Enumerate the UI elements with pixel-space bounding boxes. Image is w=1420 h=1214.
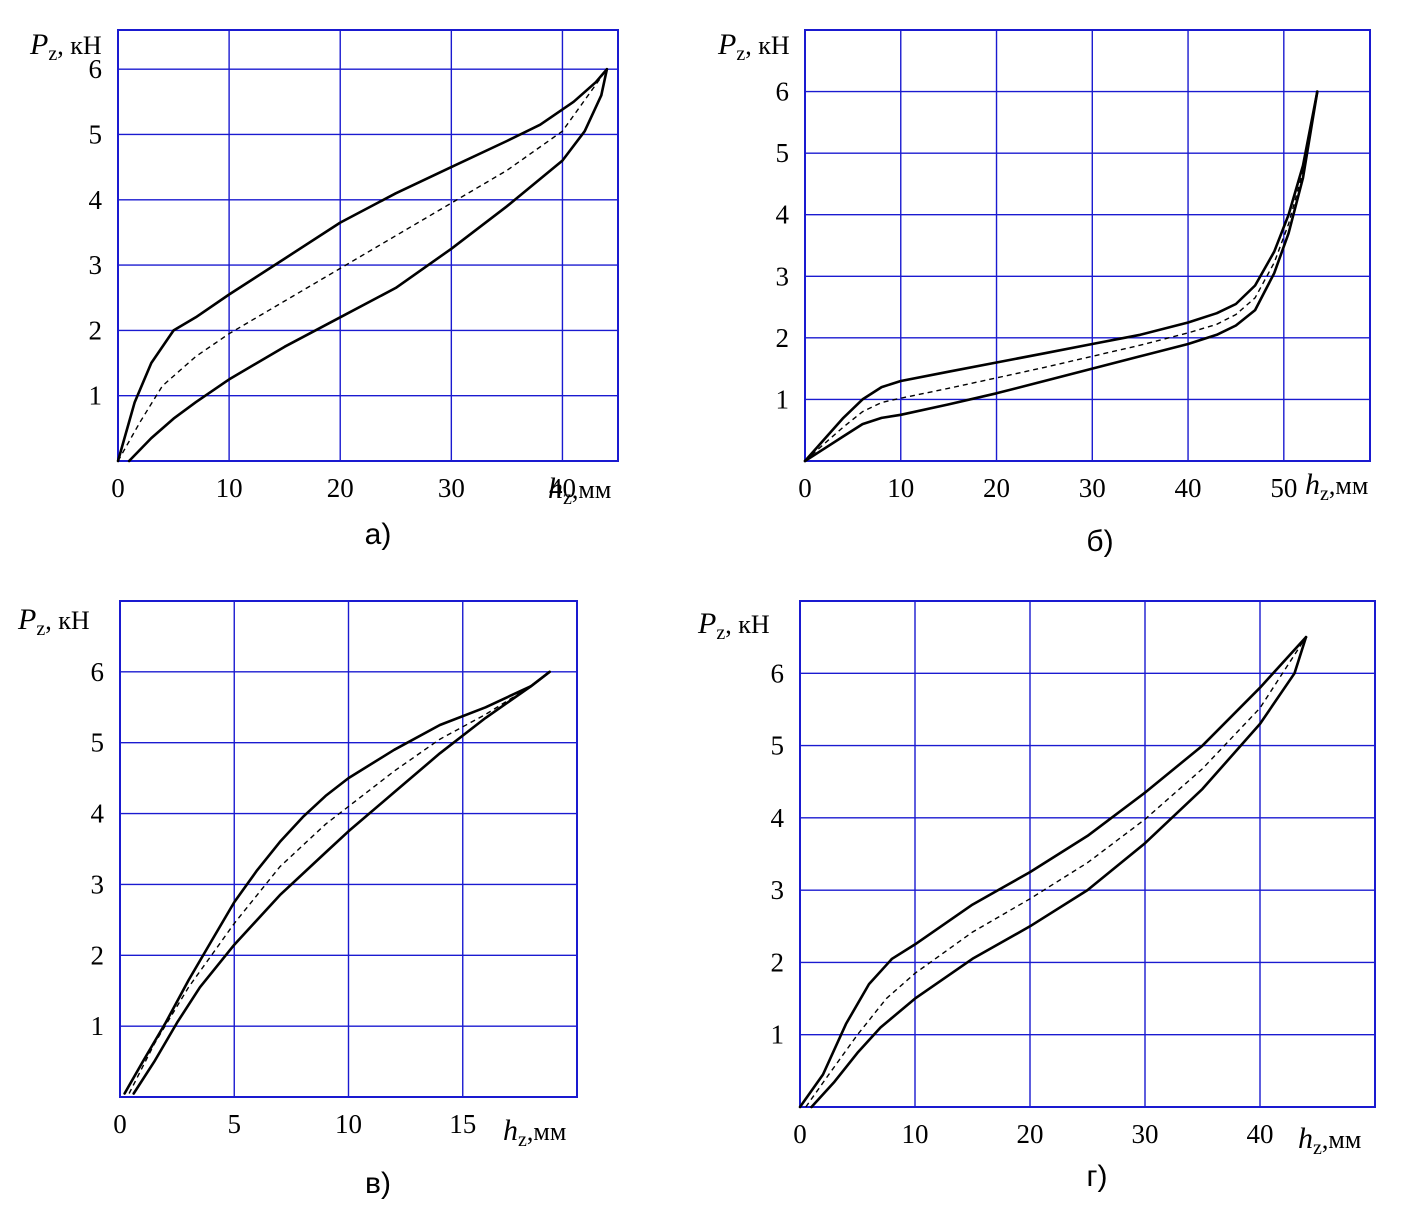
x-tick-label: 20: [1017, 1119, 1044, 1149]
y-tick-label: 1: [771, 1020, 785, 1050]
x-tick-label: 30: [1079, 473, 1106, 503]
x-tick-label: 0: [793, 1119, 807, 1149]
y-tick-label: 6: [91, 657, 105, 687]
plot-frame: [804, 29, 1371, 462]
x-tick-label: 40: [549, 473, 576, 503]
panel-caption: г): [1087, 1160, 1108, 1193]
y-tick-label: 5: [91, 728, 105, 758]
x-tick-label: 40: [1175, 473, 1202, 503]
panel-caption: в): [365, 1167, 391, 1200]
series-line-3: [804, 91, 1318, 462]
y-tick-label: 6: [89, 54, 103, 84]
x-tick-label: 10: [902, 1119, 929, 1149]
y-tick-label: 1: [776, 384, 790, 414]
plot-frame: [117, 29, 619, 462]
y-tick-label: 5: [771, 731, 785, 761]
x-tick-label: 10: [216, 473, 243, 503]
series-line-2: [127, 67, 609, 463]
x-axis-label: hz,мм: [548, 472, 611, 509]
y-axis-label: Pz, кН: [29, 28, 102, 65]
chart-panel-4: 0 10 20 30 40 1 2 3 4 5 6Pz, кН hz,мм г): [697, 600, 1376, 1193]
y-tick-label: 5: [776, 138, 790, 168]
chart-panel-3: 0 5 10 15 1 2 3 4 5 6Pz, кН hz,мм в): [17, 600, 578, 1200]
series-line-3: [117, 68, 608, 462]
y-tick-label: 4: [771, 803, 785, 833]
y-axis-label: Pz, кН: [697, 607, 770, 644]
y-axis-label: Pz, кН: [717, 28, 790, 65]
x-tick-label: 15: [449, 1109, 476, 1139]
x-tick-label: 20: [327, 473, 354, 503]
series-line-3: [805, 636, 1307, 1108]
y-tick-label: 1: [89, 381, 103, 411]
plot-frame: [799, 600, 1376, 1108]
x-tick-label: 50: [1270, 473, 1297, 503]
y-tick-label: 1: [91, 1011, 105, 1041]
y-tick-label: 4: [776, 200, 790, 230]
y-tick-label: 3: [89, 250, 103, 280]
y-tick-label: 2: [776, 323, 790, 353]
x-tick-label: 5: [228, 1109, 242, 1139]
y-tick-label: 4: [91, 799, 105, 829]
x-tick-label: 30: [438, 473, 465, 503]
x-tick-label: 10: [335, 1109, 362, 1139]
x-tick-label: 20: [983, 473, 1010, 503]
y-tick-label: 2: [91, 940, 105, 970]
y-tick-label: 5: [89, 119, 103, 149]
y-axis-label: Pz, кН: [17, 603, 90, 640]
series-line-1: [798, 635, 1308, 1109]
x-tick-label: 0: [798, 473, 812, 503]
series-line-3: [128, 671, 551, 1094]
series-line-2: [803, 90, 1319, 463]
x-axis-label: hz,мм: [1305, 468, 1368, 505]
series-line-1: [116, 67, 609, 463]
x-tick-label: 0: [111, 473, 125, 503]
chart-panel-2: 0 10 20 30 40 50 1 2 3 4 5 6 Pz, кН hz,мм б): [717, 28, 1371, 558]
y-tick-label: 3: [776, 261, 790, 291]
panel-caption: а): [365, 518, 392, 551]
y-tick-label: 6: [771, 658, 785, 688]
x-tick-label: 40: [1247, 1119, 1274, 1149]
series-line-2: [132, 670, 551, 1095]
y-tick-label: 4: [89, 185, 103, 215]
chart-panel-1: 0 10 20 30 40 1 2 3 4 5 6Pz, кН hz,мм а): [29, 28, 619, 551]
x-axis-label: hz,мм: [503, 1114, 566, 1151]
y-tick-label: 2: [771, 947, 785, 977]
panel-caption: б): [1086, 525, 1113, 558]
y-tick-label: 2: [89, 315, 103, 345]
x-tick-label: 0: [113, 1109, 127, 1139]
x-axis-label: hz,мм: [1298, 1122, 1361, 1159]
plot-frame: [119, 600, 578, 1098]
x-tick-label: 30: [1132, 1119, 1159, 1149]
y-tick-label: 3: [771, 875, 785, 905]
y-tick-label: 6: [776, 77, 790, 107]
series-line-2: [810, 635, 1308, 1109]
series-line-1: [123, 670, 551, 1095]
y-tick-label: 3: [91, 869, 105, 899]
x-tick-label: 10: [887, 473, 914, 503]
series-line-1: [803, 90, 1319, 463]
